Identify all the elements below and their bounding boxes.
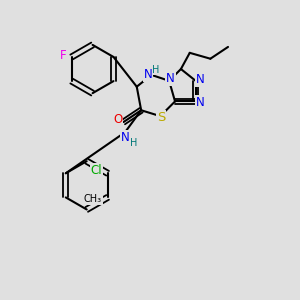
Text: Cl: Cl — [91, 164, 102, 177]
Text: N: N — [166, 72, 175, 85]
Text: CH₃: CH₃ — [84, 194, 102, 204]
Text: N: N — [121, 131, 129, 144]
Text: O: O — [113, 112, 122, 126]
Text: H: H — [130, 138, 137, 148]
Text: N: N — [196, 96, 204, 110]
Text: N: N — [144, 68, 152, 81]
Text: S: S — [157, 111, 165, 124]
Text: F: F — [59, 49, 66, 62]
Text: N: N — [196, 73, 204, 86]
Text: H: H — [152, 64, 160, 75]
